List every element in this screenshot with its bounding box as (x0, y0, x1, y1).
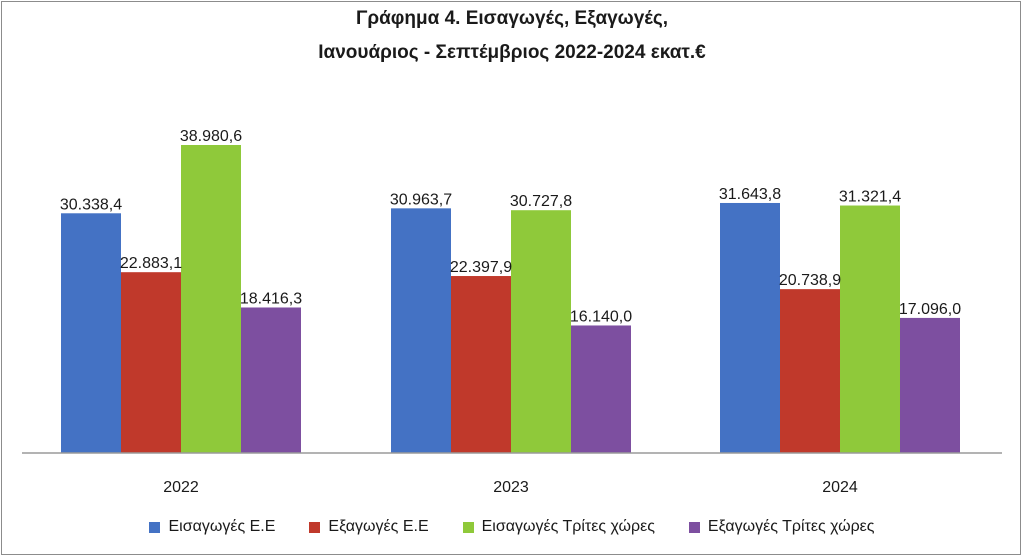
legend-item: Εισαγωγές Τρίτες χώρες (462, 518, 655, 536)
chart-legend: Εισαγωγές Ε.Ε Εξαγωγές Ε.Ε Εισαγωγές Τρί… (0, 518, 1024, 536)
bar (780, 289, 840, 453)
legend-label: Εισαγωγές Τρίτες χώρες (481, 518, 655, 535)
bar (720, 202, 780, 453)
x-tick-label: 2023 (493, 479, 529, 496)
data-label: 31.643,8 (719, 186, 781, 203)
legend-label: Εξαγωγές Ε.Ε (328, 518, 429, 535)
bar (451, 276, 511, 453)
data-label: 22.883,1 (120, 255, 182, 272)
data-label: 22.397,9 (450, 259, 512, 276)
data-label: 18.416,3 (240, 290, 302, 307)
data-label: 16.140,0 (570, 308, 632, 325)
data-label: 20.738,9 (779, 272, 841, 289)
data-label: 38.980,6 (180, 128, 242, 145)
data-label: 17.096,0 (899, 301, 961, 318)
legend-label: Εξαγωγές Τρίτες χώρες (707, 518, 875, 535)
x-tick-label: 2022 (163, 479, 199, 496)
bar (391, 208, 451, 453)
legend-swatch (688, 521, 700, 533)
legend-swatch (149, 521, 161, 533)
bar (900, 317, 960, 453)
data-label: 30.963,7 (390, 191, 452, 208)
legend-item: Εισαγωγές Ε.Ε (149, 518, 275, 536)
legend-item: Εξαγωγές Ε.Ε (309, 518, 429, 536)
chart-title-line-2: Ιανουάριος - Σεπτέμβριος 2022-2024 εκατ.… (318, 42, 706, 63)
bar (121, 272, 181, 453)
bar (511, 210, 571, 453)
legend-label: Εισαγωγές Ε.Ε (168, 518, 276, 535)
bar (571, 325, 631, 453)
legend-item: Εξαγωγές Τρίτες χώρες (688, 518, 875, 536)
bar (181, 145, 241, 453)
data-label: 30.727,8 (510, 193, 572, 210)
legend-swatch (462, 521, 474, 533)
legend-swatch (309, 521, 321, 533)
bar (241, 307, 301, 453)
x-tick-label: 2024 (822, 479, 858, 496)
bar (840, 205, 900, 453)
data-label: 31.321,4 (839, 189, 901, 206)
data-label: 30.338,4 (60, 196, 122, 213)
bar (61, 213, 121, 453)
chart-title-line-1: Γράφημα 4. Εισαγωγές, Εξαγωγές, (355, 8, 669, 29)
